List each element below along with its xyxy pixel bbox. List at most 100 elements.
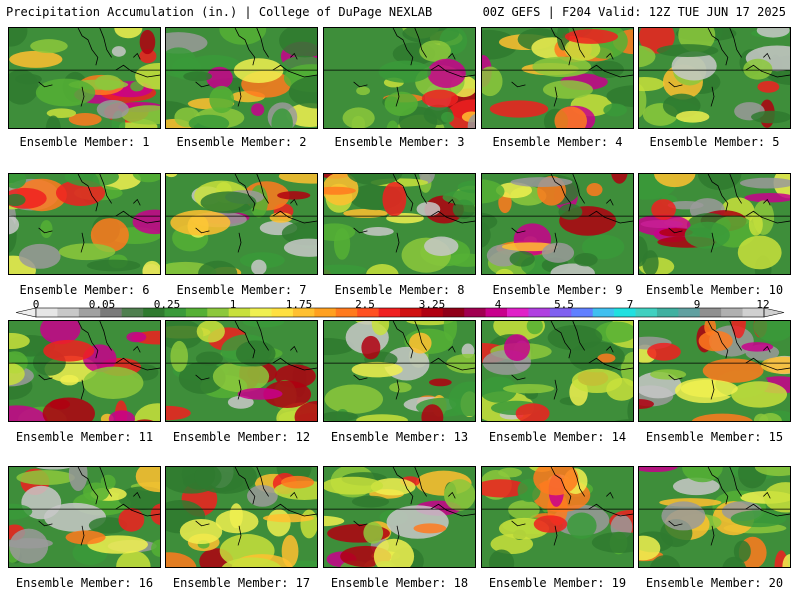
map-panel bbox=[638, 320, 791, 422]
precip-field bbox=[639, 467, 790, 567]
chart-title: Precipitation Accumulation (in.) | Colle… bbox=[6, 5, 433, 19]
precip-field bbox=[9, 321, 160, 421]
precip-field bbox=[482, 467, 633, 567]
precip-field bbox=[482, 174, 633, 274]
precip-field bbox=[639, 321, 790, 421]
colorbar-swatch bbox=[485, 308, 508, 317]
panel-label: Ensemble Member: 7 bbox=[176, 283, 307, 297]
precip-field bbox=[482, 28, 633, 128]
colorbar-swatch bbox=[185, 308, 208, 317]
precip-colorbar bbox=[15, 307, 785, 318]
map-panel bbox=[323, 173, 476, 275]
panel-label: Ensemble Member: 16 bbox=[15, 576, 154, 590]
panel-label: Ensemble Member: 19 bbox=[488, 576, 627, 590]
map-panel bbox=[8, 173, 161, 275]
colorbar-swatch bbox=[271, 308, 294, 317]
panel-label: Ensemble Member: 8 bbox=[334, 283, 465, 297]
panel-label: Ensemble Member: 15 bbox=[645, 430, 784, 444]
map-panel bbox=[638, 173, 791, 275]
panel-label: Ensemble Member: 10 bbox=[645, 283, 784, 297]
coastline bbox=[668, 28, 790, 107]
map-panel bbox=[323, 320, 476, 422]
colorbar-swatch bbox=[507, 308, 529, 317]
colorbar-swatch bbox=[36, 308, 58, 317]
colorbar-swatch bbox=[357, 308, 379, 317]
map-panel bbox=[165, 27, 318, 129]
colorbar-swatch bbox=[421, 308, 444, 317]
precip-field bbox=[9, 28, 160, 128]
colorbar-tick-label: 7 bbox=[626, 298, 634, 311]
panel-label: Ensemble Member: 18 bbox=[330, 576, 469, 590]
map-panel bbox=[8, 466, 161, 568]
coastline bbox=[511, 321, 633, 400]
colorbar-swatch bbox=[592, 308, 615, 317]
colorbar-tick-label: 0.25 bbox=[153, 298, 181, 311]
colorbar-swatch bbox=[571, 308, 593, 317]
colorbar-swatch bbox=[549, 308, 572, 317]
precip-field bbox=[324, 28, 475, 128]
colorbar-tick-label: 1 bbox=[229, 298, 237, 311]
colorbar-swatch bbox=[614, 308, 636, 317]
panel-label: Ensemble Member: 11 bbox=[15, 430, 154, 444]
colorbar-swatch bbox=[699, 308, 722, 317]
map-panel bbox=[638, 27, 791, 129]
colorbar-tick-label: 1.75 bbox=[285, 298, 313, 311]
coastline bbox=[353, 174, 475, 253]
colorbar-swatch bbox=[250, 308, 272, 317]
colorbar-swatch bbox=[378, 308, 401, 317]
colorbar-swatch bbox=[57, 308, 80, 317]
panel-label: Ensemble Member: 5 bbox=[649, 135, 780, 149]
coastline bbox=[38, 467, 160, 546]
precip-field bbox=[166, 174, 317, 274]
colorbar-swatch bbox=[721, 308, 743, 317]
coastline bbox=[511, 28, 633, 107]
map-panel bbox=[8, 27, 161, 129]
colorbar-swatch bbox=[292, 308, 315, 317]
map-panel bbox=[8, 320, 161, 422]
coastline bbox=[353, 28, 475, 107]
coastline bbox=[353, 467, 475, 546]
colorbar-tick-label: 2.5 bbox=[355, 298, 375, 311]
coastline bbox=[195, 467, 317, 546]
precip-field bbox=[166, 321, 317, 421]
coastline bbox=[38, 321, 160, 400]
colorbar-tick-label: 9 bbox=[693, 298, 701, 311]
map-panel bbox=[481, 466, 634, 568]
coastline bbox=[668, 174, 790, 253]
panel-label: Ensemble Member: 13 bbox=[330, 430, 469, 444]
colorbar-tick-label: 4 bbox=[494, 298, 502, 311]
precip-field bbox=[324, 321, 475, 421]
colorbar-tick-label: 0 bbox=[32, 298, 40, 311]
coastline bbox=[195, 174, 317, 253]
panel-label: Ensemble Member: 12 bbox=[172, 430, 311, 444]
coastline bbox=[353, 321, 475, 400]
map-panel bbox=[481, 320, 634, 422]
panel-label: Ensemble Member: 17 bbox=[172, 576, 311, 590]
colorbar-swatch bbox=[314, 308, 337, 317]
coastline bbox=[511, 174, 633, 253]
panel-label: Ensemble Member: 2 bbox=[176, 135, 307, 149]
panel-label: Ensemble Member: 6 bbox=[19, 283, 150, 297]
precip-field bbox=[639, 174, 790, 274]
precip-field bbox=[166, 467, 317, 567]
map-panel bbox=[481, 27, 634, 129]
coastline bbox=[38, 28, 160, 107]
colorbar-swatch bbox=[78, 308, 101, 317]
colorbar-swatch bbox=[207, 308, 229, 317]
colorbar-tick-label: 3.25 bbox=[418, 298, 446, 311]
colorbar-swatch bbox=[442, 308, 465, 317]
coastline bbox=[195, 28, 317, 107]
coastline bbox=[668, 321, 790, 400]
colorbar-swatch bbox=[335, 308, 358, 317]
precip-field bbox=[9, 467, 160, 567]
run-valid-time: 00Z GEFS | F204 Valid: 12Z TUE JUN 17 20… bbox=[482, 5, 786, 19]
map-panel bbox=[165, 320, 318, 422]
colorbar-swatch bbox=[464, 308, 486, 317]
precip-field bbox=[166, 28, 317, 128]
panel-label: Ensemble Member: 9 bbox=[492, 283, 623, 297]
map-panel bbox=[638, 466, 791, 568]
colorbar-swatch bbox=[635, 308, 658, 317]
colorbar-tick-label: 5.5 bbox=[554, 298, 574, 311]
colorbar-swatch bbox=[100, 308, 122, 317]
colorbar-swatch bbox=[742, 308, 765, 317]
